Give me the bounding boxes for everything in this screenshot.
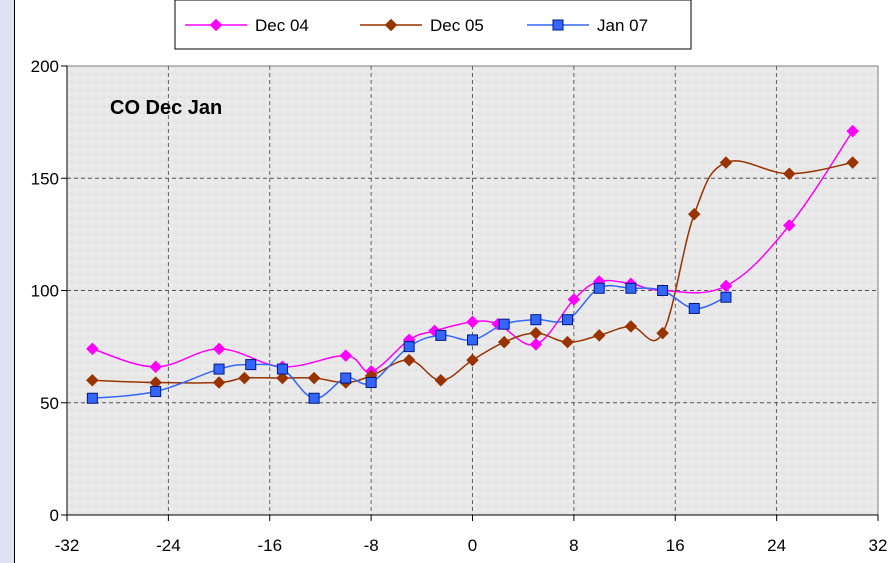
y-tick-label: 150 — [31, 169, 59, 188]
data-point — [435, 329, 447, 341]
axes — [61, 65, 879, 521]
grid-lines — [67, 66, 878, 515]
data-point — [782, 167, 796, 181]
data-point — [624, 320, 638, 333]
legend-label: Dec 05 — [430, 16, 484, 35]
data-point — [782, 219, 796, 232]
series-layer — [85, 124, 860, 404]
x-tick-label: -32 — [55, 536, 80, 555]
data-point — [657, 285, 669, 296]
legend-entry: Dec 05 — [360, 16, 484, 35]
data-point — [238, 371, 251, 385]
data-point — [212, 376, 226, 389]
x-tick-label: -8 — [364, 536, 379, 555]
data-point — [497, 335, 511, 349]
data-point — [625, 282, 637, 294]
data-point — [276, 371, 289, 385]
data-point — [213, 363, 225, 375]
data-point — [85, 373, 99, 387]
data-point — [656, 326, 669, 340]
y-tick-label: 200 — [31, 57, 59, 76]
data-point — [529, 338, 543, 351]
y-tick-label: 0 — [50, 506, 59, 525]
data-point — [567, 293, 581, 306]
data-point — [276, 363, 288, 375]
data-point — [434, 373, 448, 387]
data-point — [688, 302, 700, 314]
data-point — [592, 329, 606, 342]
data-point — [687, 207, 701, 221]
data-point — [562, 314, 574, 326]
x-tick-label: 32 — [869, 536, 888, 555]
chart-title: CO Dec Jan — [110, 97, 222, 119]
data-point — [593, 282, 605, 294]
y-tick-label: 50 — [40, 394, 59, 413]
x-tick-label: 8 — [569, 536, 578, 555]
chart-frame: -32 -24 -16 -8 0 8 16 24 32 0 50 100 150 200 CO Dec J… — [14, 0, 893, 563]
data-point — [340, 372, 352, 384]
legend-marker — [552, 19, 564, 31]
data-point — [561, 335, 574, 349]
legend-entry: Jan 07 — [527, 16, 648, 35]
data-point — [149, 360, 163, 374]
data-point — [467, 334, 478, 346]
series-dec-05 — [85, 156, 860, 389]
legend-box — [174, 0, 692, 50]
data-point — [86, 392, 98, 404]
legend-label: Jan 07 — [597, 16, 648, 35]
data-point — [212, 342, 226, 356]
data-point — [846, 156, 860, 169]
x-tick-label: -24 — [156, 536, 181, 555]
data-point — [307, 371, 321, 385]
legend-marker — [384, 18, 398, 32]
data-point — [403, 341, 415, 353]
data-point — [402, 353, 416, 367]
x-tick-label: 0 — [468, 536, 477, 555]
data-point — [85, 342, 99, 356]
legend-marker — [209, 18, 223, 32]
data-point — [365, 377, 377, 389]
x-tick-label: 16 — [666, 536, 685, 555]
legend-label: Dec 04 — [255, 16, 309, 35]
data-point — [720, 291, 732, 303]
data-point — [719, 156, 733, 169]
x-tick-label: 24 — [767, 536, 786, 555]
co-line-chart: -32 -24 -16 -8 0 8 16 24 32 0 50 100 150 200 CO Dec J… — [31, 0, 888, 555]
data-point — [846, 124, 860, 138]
data-point — [498, 318, 510, 330]
data-point — [530, 314, 542, 326]
tick-labels: -32 -24 -16 -8 0 8 16 24 32 0 50 100 150 200 — [31, 57, 888, 555]
series-jan-07 — [86, 282, 732, 404]
legend: Dec 04 Dec 05 Jan 07 — [174, 0, 692, 50]
x-tick-label: -16 — [257, 536, 282, 555]
legend-entry: Dec 04 — [185, 16, 309, 35]
data-point — [150, 386, 162, 398]
data-point — [529, 326, 543, 340]
data-point — [245, 359, 257, 371]
data-point — [466, 315, 479, 329]
data-point — [339, 349, 353, 362]
y-tick-label: 100 — [31, 282, 59, 301]
data-point — [308, 392, 320, 404]
data-point — [466, 353, 479, 367]
